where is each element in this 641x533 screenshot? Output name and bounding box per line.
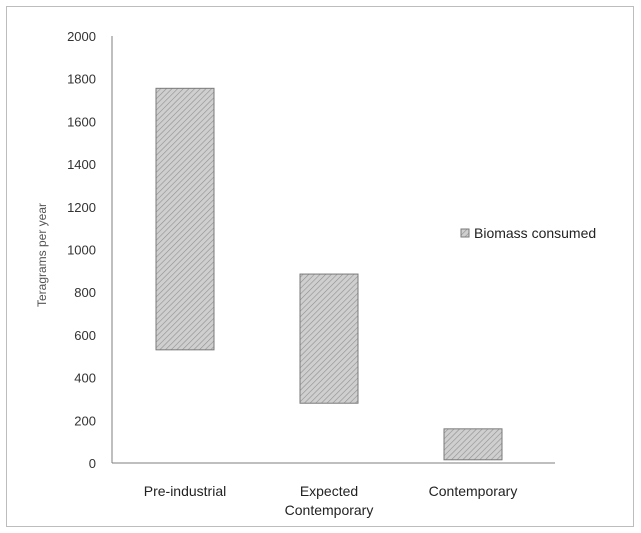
y-tick-label: 1800	[67, 72, 96, 87]
y-tick-label: 0	[89, 456, 96, 471]
y-tick-label: 800	[74, 285, 96, 300]
legend-swatch	[460, 228, 470, 238]
y-tick-label: 1400	[67, 157, 96, 172]
bar	[443, 428, 503, 461]
y-tick-label: 200	[74, 413, 96, 428]
category-labels: Pre-industrial Expected Contemporary Contem…	[144, 483, 518, 518]
bar	[299, 273, 359, 404]
chart-frame	[6, 6, 634, 527]
y-tick-label: 1000	[67, 243, 96, 258]
x-category-label: Pre-industrial	[144, 483, 226, 499]
y-axis-title: Teragrams per year	[35, 203, 49, 307]
y-tick-labels: 0 200 400 600 800 1000 1200 1400 1600 1800 2000	[67, 29, 96, 471]
x-category-label: Expected Contemporary	[285, 483, 374, 518]
bar	[155, 87, 215, 351]
y-tick-label: 1600	[67, 114, 96, 129]
y-tick-label: 2000	[67, 29, 96, 44]
y-tick-label: 1200	[67, 200, 96, 215]
x-category-label: Contemporary	[429, 483, 518, 499]
legend: Biomass consumed	[460, 225, 596, 241]
legend-label: Biomass consumed	[474, 225, 596, 241]
y-tick-label: 600	[74, 328, 96, 343]
bars	[155, 87, 503, 461]
y-tick-label: 400	[74, 371, 96, 386]
